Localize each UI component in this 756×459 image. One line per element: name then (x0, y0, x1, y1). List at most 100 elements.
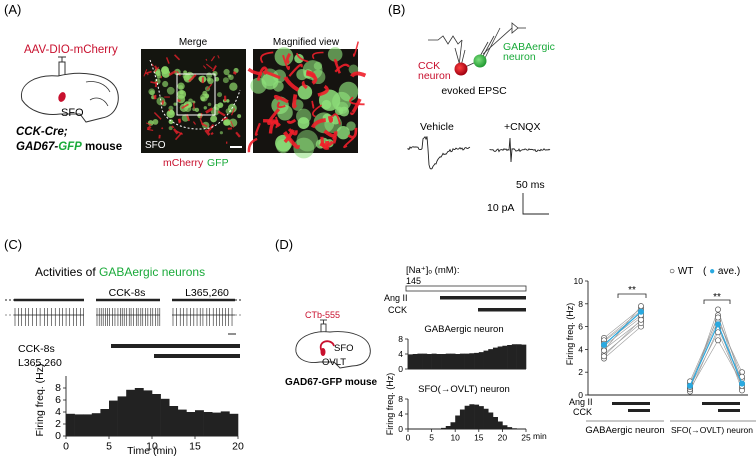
y-tick-label: 6 (55, 394, 61, 406)
mcherry-fiber (334, 63, 351, 73)
hist-bar (177, 409, 187, 436)
vehicle-epsc-trace (407, 135, 471, 170)
gaba-label-2: neuron (503, 51, 536, 63)
hist-bar (507, 345, 513, 369)
gfp-cell (173, 102, 177, 106)
hist-bar (507, 427, 513, 429)
hist-bar (212, 412, 222, 436)
hist-bar (408, 354, 414, 369)
mcherry-fiber (235, 131, 241, 138)
gfp-cell (228, 118, 238, 128)
sfo-label-a: SFO (61, 107, 84, 119)
panel-d: (D) CTb-555 SFO OVLT GAD67-GFP mouse [Na… (275, 237, 756, 443)
ave-point (715, 321, 721, 328)
hist-bar (474, 404, 480, 429)
hist-bar (459, 353, 465, 369)
y-tick-label: 4 (578, 344, 583, 354)
group-label-1: GABAergic neuron (585, 425, 664, 436)
mcherry-fiber (153, 111, 162, 120)
wt-line (603, 310, 642, 341)
hist-bar (203, 412, 213, 436)
gfp-cell (296, 108, 312, 124)
hist-bar (497, 421, 503, 429)
gfp-cell (339, 106, 350, 117)
gfp-cell (296, 129, 319, 152)
hist-bar (134, 388, 144, 436)
mcherry-fiber (145, 70, 152, 75)
legend-wt: ○ WT (669, 266, 693, 277)
mcherry-fiber (285, 52, 292, 65)
mcherry-fiber (256, 66, 269, 81)
gfp-cell (166, 86, 175, 95)
histd-ylabel: Firing freq. (Hz) (385, 373, 395, 436)
segment-label-l365: L365,260 (185, 287, 229, 299)
angii-bar-d (440, 296, 526, 300)
gfp-cell (276, 139, 291, 154)
mcherry-fiber (176, 70, 181, 77)
hist-bar (464, 353, 470, 369)
cck-label-1: CCK (418, 60, 440, 72)
gfp-cell (194, 107, 200, 113)
virus-label: AAV-DIO-mCherry (24, 44, 118, 56)
panel-a: (A) AAV-DIO-mCherry SFO CCK-Cre; GAD67-G… (4, 2, 367, 169)
gfp-cell (327, 47, 343, 62)
mouse-brain-d (295, 331, 371, 369)
hist-bar (417, 353, 423, 369)
mcherry-fiber (254, 122, 261, 136)
gfp-cell (313, 61, 323, 71)
gfp-cell (166, 109, 175, 119)
mcherry-fiber (205, 107, 214, 114)
hist-bar (511, 344, 517, 369)
hist-bar (483, 408, 489, 429)
gfp-cell (222, 77, 229, 84)
mcherry-fiber (210, 132, 214, 136)
gfp-cell (152, 119, 159, 125)
x-tick-label: 20 (498, 433, 508, 443)
mcherry-fiber (331, 135, 337, 144)
gfp-cell (206, 77, 211, 82)
mcherry-fiber (206, 83, 213, 91)
summary-plot: 0 2 4 6 8 10 (574, 276, 748, 400)
mcherry-fiber (230, 120, 235, 128)
na-value: 145 (406, 276, 421, 286)
sfo-label-image: SFO (145, 140, 166, 151)
gfp-cell (297, 84, 313, 100)
gfp-cell (161, 66, 170, 75)
mcherry-fiber (210, 55, 216, 62)
x-tick-label: 10 (450, 433, 460, 443)
mcherry-fiber (247, 137, 258, 153)
wt-point (715, 314, 721, 321)
mcherry-fiber (301, 80, 308, 90)
histd-xunit: min (533, 431, 547, 441)
gfp-cell (204, 93, 210, 99)
mcherry-fiber (177, 118, 181, 124)
hist-bar (474, 352, 480, 369)
mcherry-fiber (232, 71, 237, 75)
sum-cck-bar-2 (718, 409, 740, 412)
hist-bar (66, 413, 75, 436)
y-tick-label: 8 (398, 394, 403, 404)
gfp-cell (210, 115, 218, 123)
y-tick-label: 0 (578, 390, 583, 400)
mcherry-fiber (153, 94, 157, 100)
mcherry-fiber (206, 123, 215, 133)
bottom-angii: Ang II (569, 397, 593, 407)
gaba-neuron-icon (473, 54, 487, 68)
sig-bracket-1 (617, 293, 647, 298)
hist-bar (109, 400, 118, 436)
evoked-epsc-label: evoked EPSC (441, 85, 507, 97)
gfp-cell (237, 114, 242, 119)
mcherry-fiber (173, 128, 179, 135)
mcherry-fiber (286, 118, 297, 124)
mcherry-fiber (268, 120, 282, 134)
gfp-cell (228, 74, 234, 81)
gfp-cell (162, 80, 169, 88)
mcherry-fiber (350, 71, 367, 78)
ovlt-label: OVLT (322, 357, 346, 368)
merge-image: SFO (141, 49, 246, 153)
mcherry-fiber (273, 94, 289, 104)
mcherry-fiber (150, 81, 157, 84)
hist2-title: SFO(→OVLT) neuron (418, 384, 510, 395)
mcherry-fiber (347, 127, 358, 139)
